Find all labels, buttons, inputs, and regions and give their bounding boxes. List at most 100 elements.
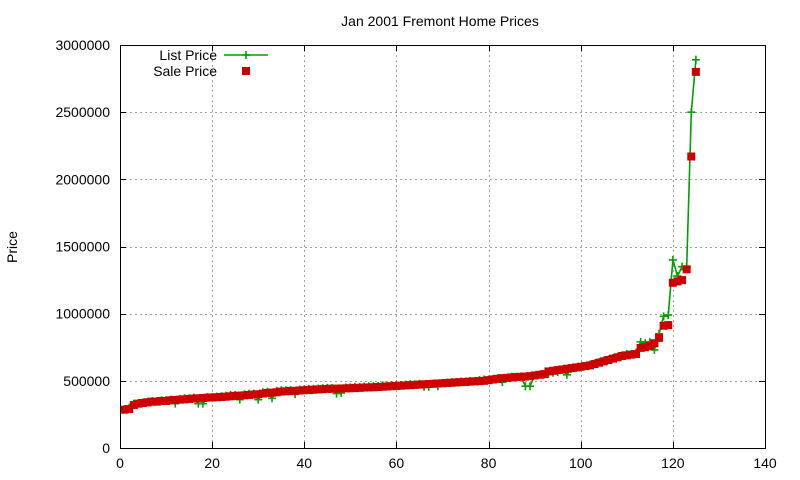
data-point xyxy=(139,398,148,407)
data-point xyxy=(249,390,258,399)
data-point xyxy=(433,379,442,388)
data-point xyxy=(507,373,516,382)
data-point xyxy=(175,395,184,404)
tick-labels: 0 20 40 60 80 100 120 140 0 500000 1000000 1500000 2… xyxy=(55,37,776,471)
data-point xyxy=(341,384,350,393)
data-point xyxy=(378,382,387,391)
chart-title: Jan 2001 Fremont Home Prices xyxy=(341,13,539,29)
x-tick-label: 20 xyxy=(204,455,220,471)
data-point xyxy=(650,345,659,354)
data-point xyxy=(687,152,696,161)
data-point xyxy=(489,375,498,384)
data-point xyxy=(503,373,511,382)
data-point xyxy=(314,385,323,394)
data-point xyxy=(198,394,207,403)
x-tick-label: 0 xyxy=(116,455,124,471)
data-point xyxy=(466,377,475,386)
data-point xyxy=(369,383,378,392)
data-point xyxy=(397,381,406,390)
data-point xyxy=(194,394,203,403)
data-point xyxy=(258,389,267,398)
x-tick-label: 60 xyxy=(389,455,405,471)
data-point xyxy=(585,361,594,370)
data-point xyxy=(438,379,447,388)
data-point xyxy=(268,388,277,397)
data-point xyxy=(323,384,332,393)
data-point xyxy=(682,265,691,274)
data-point xyxy=(627,350,636,359)
data-point xyxy=(318,385,327,394)
data-point xyxy=(383,382,392,391)
series-layer xyxy=(120,55,700,414)
data-point xyxy=(245,390,253,399)
data-point xyxy=(673,277,682,286)
data-point xyxy=(217,392,226,401)
data-point xyxy=(622,351,631,360)
data-point xyxy=(226,392,235,401)
data-point xyxy=(171,395,180,404)
data-point xyxy=(562,364,571,373)
data-point xyxy=(350,384,359,393)
x-tick-label: 80 xyxy=(481,455,497,471)
data-point xyxy=(148,397,157,406)
data-point xyxy=(272,388,281,397)
data-point xyxy=(300,386,309,395)
data-point xyxy=(659,312,668,321)
data-point xyxy=(401,381,410,390)
data-point xyxy=(337,384,346,393)
y-tick-label: 2500000 xyxy=(55,104,110,120)
data-point xyxy=(544,367,553,376)
data-point xyxy=(254,390,263,399)
data-point xyxy=(443,378,452,387)
data-point xyxy=(166,396,175,405)
data-point xyxy=(387,382,396,391)
data-point xyxy=(595,358,604,367)
data-point xyxy=(410,380,419,389)
y-tick-label: 3000000 xyxy=(55,37,110,53)
data-point xyxy=(687,108,696,117)
data-point xyxy=(157,396,166,405)
data-point xyxy=(447,378,456,387)
data-point xyxy=(664,321,673,330)
data-point xyxy=(129,401,138,410)
data-point xyxy=(668,278,677,287)
data-point xyxy=(392,381,401,390)
data-point xyxy=(479,376,488,385)
data-point xyxy=(590,360,599,369)
data-point xyxy=(295,386,304,395)
data-point xyxy=(535,370,544,379)
data-point xyxy=(632,349,640,358)
data-point xyxy=(558,365,567,374)
data-point xyxy=(530,371,539,380)
data-point xyxy=(452,378,461,387)
data-point xyxy=(221,392,230,401)
data-point xyxy=(678,276,687,285)
data-point xyxy=(291,386,300,395)
data-point xyxy=(346,384,355,393)
legend-marker xyxy=(242,51,250,59)
data-point xyxy=(691,67,700,76)
data-point xyxy=(125,405,134,414)
x-tick-label: 40 xyxy=(296,455,312,471)
x-tick-label: 140 xyxy=(753,455,777,471)
y-tick-label: 1500000 xyxy=(55,239,110,255)
data-point xyxy=(429,379,438,388)
data-point xyxy=(327,384,336,393)
data-point xyxy=(475,377,484,386)
data-point xyxy=(498,374,507,383)
data-point xyxy=(180,395,189,404)
data-point xyxy=(212,393,221,402)
data-point xyxy=(553,366,562,375)
data-point xyxy=(189,394,198,403)
data-point xyxy=(185,394,194,403)
data-point xyxy=(526,382,535,391)
data-point xyxy=(613,353,622,362)
y-axis-label: Price xyxy=(4,231,20,263)
data-point xyxy=(659,321,668,330)
series-1 xyxy=(120,67,700,414)
data-point xyxy=(240,391,249,400)
data-point xyxy=(521,372,530,381)
x-tick-label: 120 xyxy=(661,455,685,471)
y-tick-label: 0 xyxy=(102,440,110,456)
data-point xyxy=(374,383,382,392)
